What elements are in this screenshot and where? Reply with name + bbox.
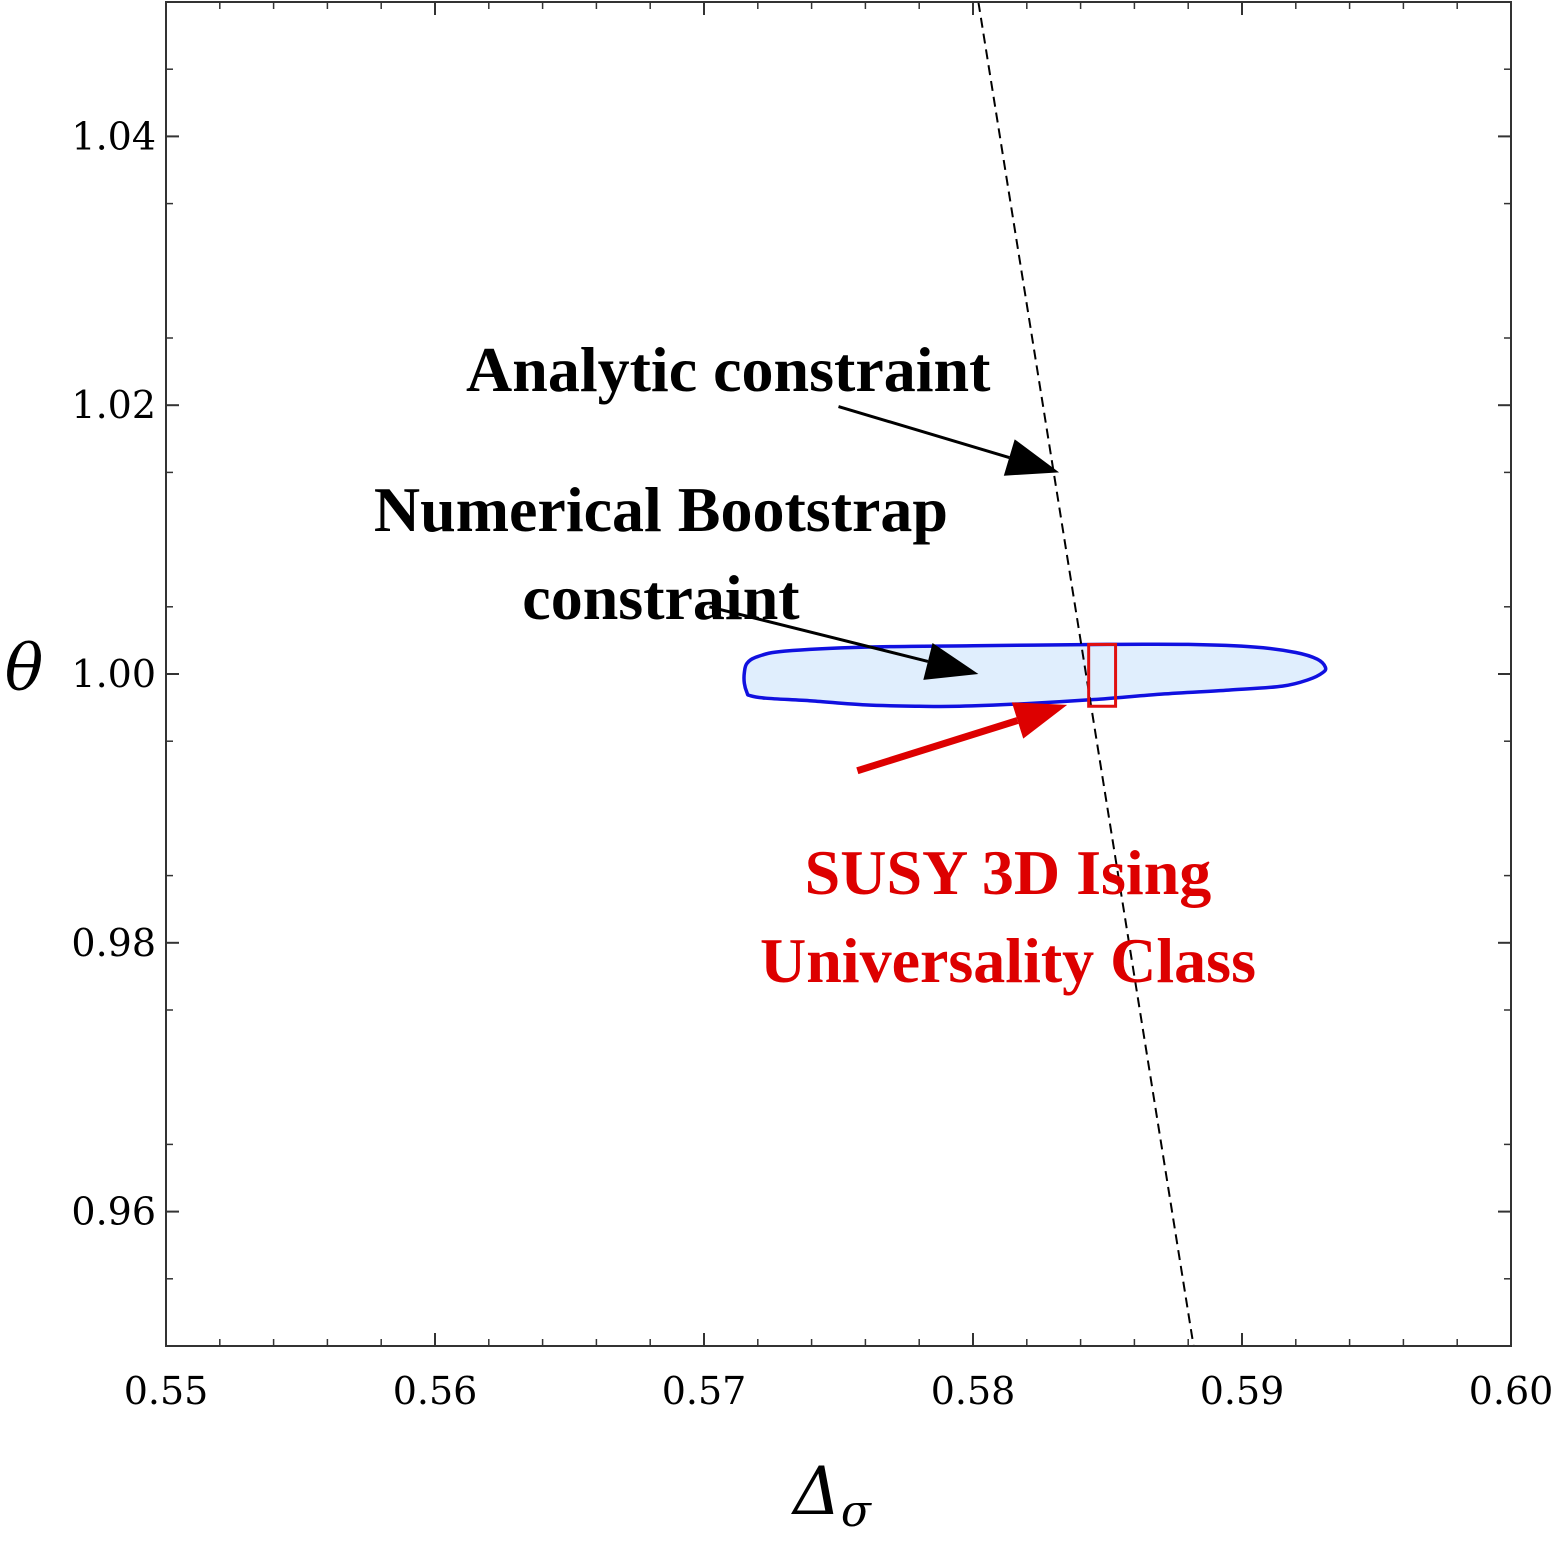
numerical-arrow-shaft	[709, 605, 929, 663]
axis-title-layer: Δσ θ	[5, 632, 873, 1537]
y-axis-title: θ	[5, 632, 44, 706]
susy-ising-rectangle	[1087, 642, 1118, 708]
numerical-arrow-head	[923, 642, 979, 680]
y-tick-label: 0.98	[71, 921, 156, 965]
susy-label-line: SUSY 3D Ising	[805, 837, 1212, 908]
x-tick-label: 0.59	[1200, 1369, 1285, 1413]
analytic-label-line: Analytic constraint	[466, 334, 991, 405]
bootstrap-allowed-region	[742, 642, 1328, 709]
numerical-label-line: Numerical Bootstrap	[374, 474, 948, 545]
analytic-constraint-line	[977, 1, 1195, 1347]
susy-label-line: Universality Class	[760, 925, 1256, 996]
tick-layer: 0.55 0.56 0.57 0.58 0.59 0.60 0.96 0.98 1.00 1.02…	[71, 2, 1553, 1413]
x-tick-label: 0.57	[662, 1369, 747, 1413]
x-tick-label: 0.55	[124, 1369, 209, 1413]
line-layer	[977, 1, 1195, 1347]
annotation-layer: Analytic constraint Numerical Bootstrap co…	[374, 334, 1256, 996]
x-tick-label: 0.60	[1469, 1369, 1554, 1413]
susy-arrow-head	[1011, 702, 1068, 739]
analytic-arrow-head	[1003, 439, 1060, 476]
x-axis-title-main: Δ	[790, 1453, 841, 1530]
x-axis-title: Δσ	[790, 1453, 873, 1537]
region-layer	[742, 642, 1328, 709]
x-tick-label: 0.58	[931, 1369, 1016, 1413]
y-tick-label: 0.96	[71, 1190, 156, 1234]
numerical-label-line: constraint	[522, 562, 800, 633]
y-tick-label: 1.00	[71, 652, 156, 696]
analytic-arrow-shaft	[838, 405, 1010, 459]
susy-arrow-shaft	[856, 717, 1019, 775]
x-tick-label: 0.56	[393, 1369, 478, 1413]
y-tick-label: 1.02	[71, 383, 156, 427]
y-tick-label: 1.04	[71, 114, 156, 158]
x-axis-title-subscript: σ	[841, 1486, 873, 1537]
